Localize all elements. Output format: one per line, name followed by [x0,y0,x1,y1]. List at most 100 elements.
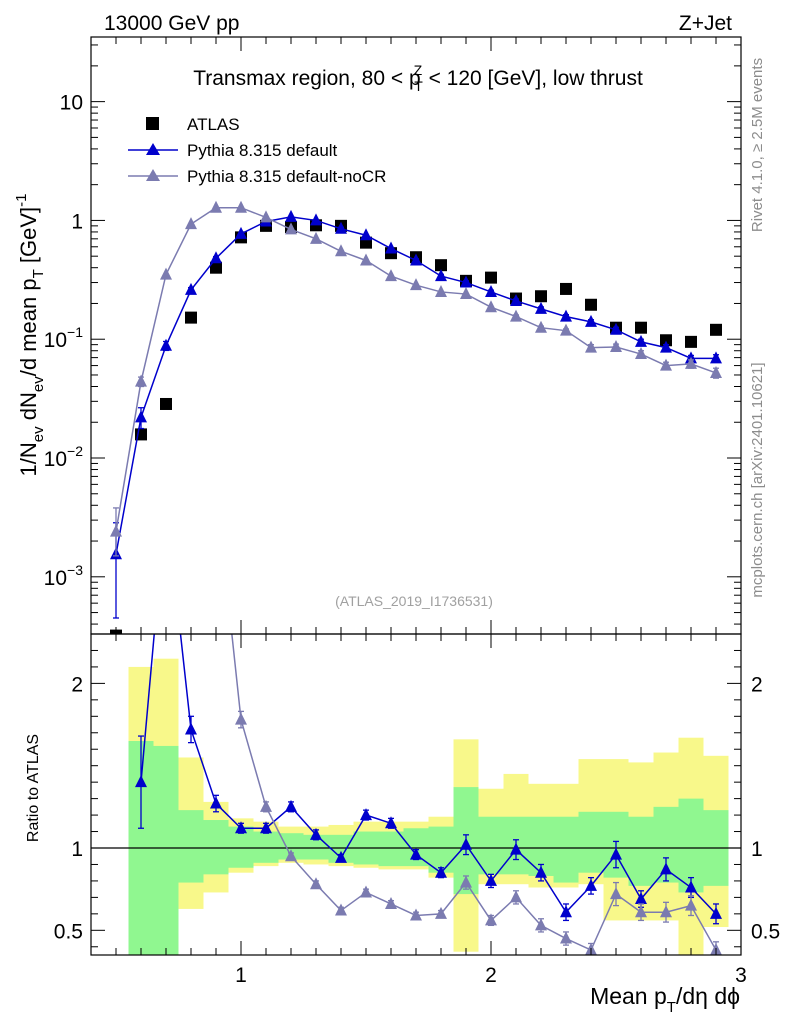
ratio-pythia-point [435,865,447,878]
nocr-point [110,524,122,537]
pythia-point [385,241,397,254]
atlas-point [710,323,722,336]
nocr-point [285,222,297,235]
legend-label-nocr: Pythia 8.315 default-noCR [187,167,386,186]
ratio-ytick-label-right: 2 [751,673,763,696]
pythia-line [115,216,716,555]
chart-title: Transmax region, 80 < pZ T < 120 [GeV], l… [193,62,643,94]
ratio-axis-ticks: 0.5 0.5 1 1 2 2 1 2 3 [54,634,780,987]
header-right: Z+Jet [679,12,732,35]
ytick-label: 1 [71,210,83,233]
pythia-point [435,269,447,282]
ratio-nocr-point [335,903,347,916]
ratio-pythia-point [285,799,297,812]
nocr-point [535,320,547,333]
ytick-label: 10−2 [44,443,84,471]
band-green [578,811,604,873]
ratio-pythia-point [610,847,622,860]
nocr-point [710,365,722,378]
nocr-point [410,278,422,291]
pythia-point [235,226,247,239]
pythia-point [360,228,372,241]
atlas-point [535,290,547,303]
pythia-point [335,221,347,234]
ratio-pythia-point [310,827,322,840]
ratio-ytick-label-right: 1 [751,838,763,861]
ytick-label: 10−1 [44,324,84,352]
ratio-uncertainty-bands [128,658,729,955]
ratio-pythia-point [685,880,697,893]
band-green [378,831,404,867]
nocr-point [385,269,397,282]
nocr-point [160,267,172,280]
atlas-point [585,298,597,311]
nocr-point [360,253,372,266]
ratio-pythia-point [235,821,247,834]
pythia-point [510,293,522,306]
ratio-pythia-point [385,816,397,829]
ratio-pythia-point [410,847,422,860]
atlas-point [560,282,572,295]
main-axis-ticks: 10−3 10−2 10−1 1 10 [44,37,741,634]
ratio-pythia-point [535,865,547,878]
pythia-point [460,275,472,288]
pythia-point [285,209,297,222]
ratio-nocr-point [385,896,397,909]
x-axis-label: Mean pT/dη dϕ [590,983,740,1016]
pythia-point [160,338,172,351]
atlas-point [685,335,697,348]
analysis-watermark: (ATLAS_2019_I1736531) [335,593,493,609]
atlas-point [210,261,222,274]
pythia-point [310,213,322,226]
ratio-pythia-line [140,634,717,915]
ratio-nocr-point [410,908,422,921]
band-green [478,816,504,875]
ratio-nocr-point [685,898,697,911]
ratio-nocr-point [310,877,322,890]
pythia-point [660,340,672,353]
band-green [628,816,654,886]
nocr-point [660,358,672,371]
legend-marker-nocr [146,169,160,181]
ratio-nocr-point [360,885,372,898]
pythia-point [635,334,647,347]
ratio-pythia-point [510,842,522,855]
ratio-ytick-label: 0.5 [54,920,83,943]
ratio-nocr-point [660,905,672,918]
ratio-nocr-point [635,905,647,918]
legend-marker-pythia [146,143,160,155]
ratio-pythia-point [160,495,172,507]
ratio-nocr-point [485,913,497,926]
ratio-pythia-point [360,808,372,821]
main-plot-area [91,200,741,955]
ratio-pythia-point [710,906,722,919]
side-rivet-label: Rivet 4.1.0, ≥ 2.5M events [749,58,766,232]
band-green [428,826,454,873]
band-green [678,798,704,893]
pythia-point [410,253,422,266]
ratio-pythia-point [635,892,647,905]
ratio-pythia-point [660,862,672,875]
atlas-point [435,259,447,272]
atlas-point [160,397,172,410]
ratio-pythia-point [560,905,572,918]
pythia-point [610,322,622,335]
header-left: 13000 GeV pp [104,12,239,35]
nocr-point [260,210,272,223]
pythia-point [535,301,547,314]
nocr-point [185,217,197,230]
pythia-point [585,314,597,327]
nocr-point [485,300,497,313]
legend-label-pythia: Pythia 8.315 default [187,141,338,160]
xtick-label: 3 [735,964,747,987]
ratio-nocr-point [435,906,447,919]
ratio-ytick-label-right: 0.5 [751,920,780,943]
atlas-point [660,334,672,347]
xtick-label: 1 [235,964,247,987]
nocr-point [235,200,247,213]
ratio-ylabel: Ratio to ATLAS [25,734,42,842]
nocr-point [335,244,347,257]
ratio-pythia-point [485,873,497,886]
ratio-nocr-point [210,479,222,491]
legend: ATLAS Pythia 8.315 default Pythia 8.315 … [128,115,386,186]
